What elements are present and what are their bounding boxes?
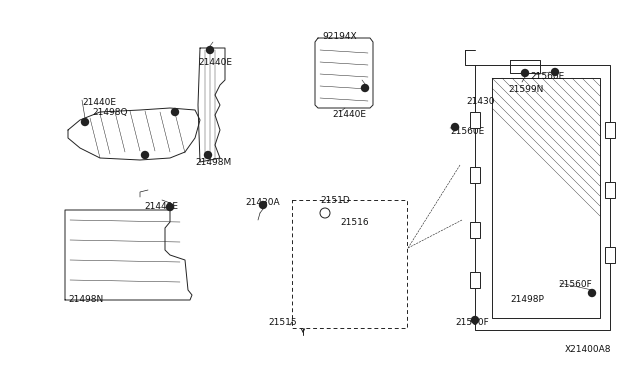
Text: 21498P: 21498P [510, 295, 544, 304]
Bar [470, 222, 480, 238]
Text: X21400A8: X21400A8 [565, 345, 611, 354]
Text: 21498M: 21498M [195, 158, 231, 167]
Text: 21560F: 21560F [455, 318, 489, 327]
Text: 21498N: 21498N [68, 295, 103, 304]
Bar [292, 200, 407, 328]
Text: 21430: 21430 [466, 97, 495, 106]
Circle shape [205, 151, 211, 158]
Circle shape [362, 84, 369, 92]
Text: 21498Q: 21498Q [92, 108, 127, 117]
Text: 21440E: 21440E [198, 58, 232, 67]
Text: 21560E: 21560E [530, 72, 564, 81]
Bar [470, 112, 480, 128]
Circle shape [172, 109, 179, 115]
Text: 2151D: 2151D [320, 196, 349, 205]
Bar [605, 247, 615, 263]
Circle shape [207, 46, 214, 54]
Bar [470, 167, 480, 183]
Text: 92194X: 92194X [322, 32, 356, 41]
Circle shape [552, 68, 559, 76]
Bar [470, 272, 480, 288]
Circle shape [589, 289, 595, 296]
Text: 21560F: 21560F [558, 280, 592, 289]
Text: 21515: 21515 [268, 318, 296, 327]
Text: 21560E: 21560E [450, 127, 484, 136]
Bar [605, 122, 615, 138]
Circle shape [522, 70, 529, 77]
Text: 21599N: 21599N [508, 85, 543, 94]
Circle shape [141, 151, 148, 158]
Text: 21440E: 21440E [332, 110, 366, 119]
Bar [605, 182, 615, 198]
Text: 21440E: 21440E [144, 202, 178, 211]
Circle shape [472, 317, 479, 324]
Circle shape [81, 119, 88, 125]
Text: 21516: 21516 [340, 218, 369, 227]
Circle shape [451, 124, 458, 131]
Text: 21430A: 21430A [245, 198, 280, 207]
Text: 21440E: 21440E [82, 98, 116, 107]
Circle shape [259, 202, 266, 208]
Circle shape [166, 203, 173, 211]
